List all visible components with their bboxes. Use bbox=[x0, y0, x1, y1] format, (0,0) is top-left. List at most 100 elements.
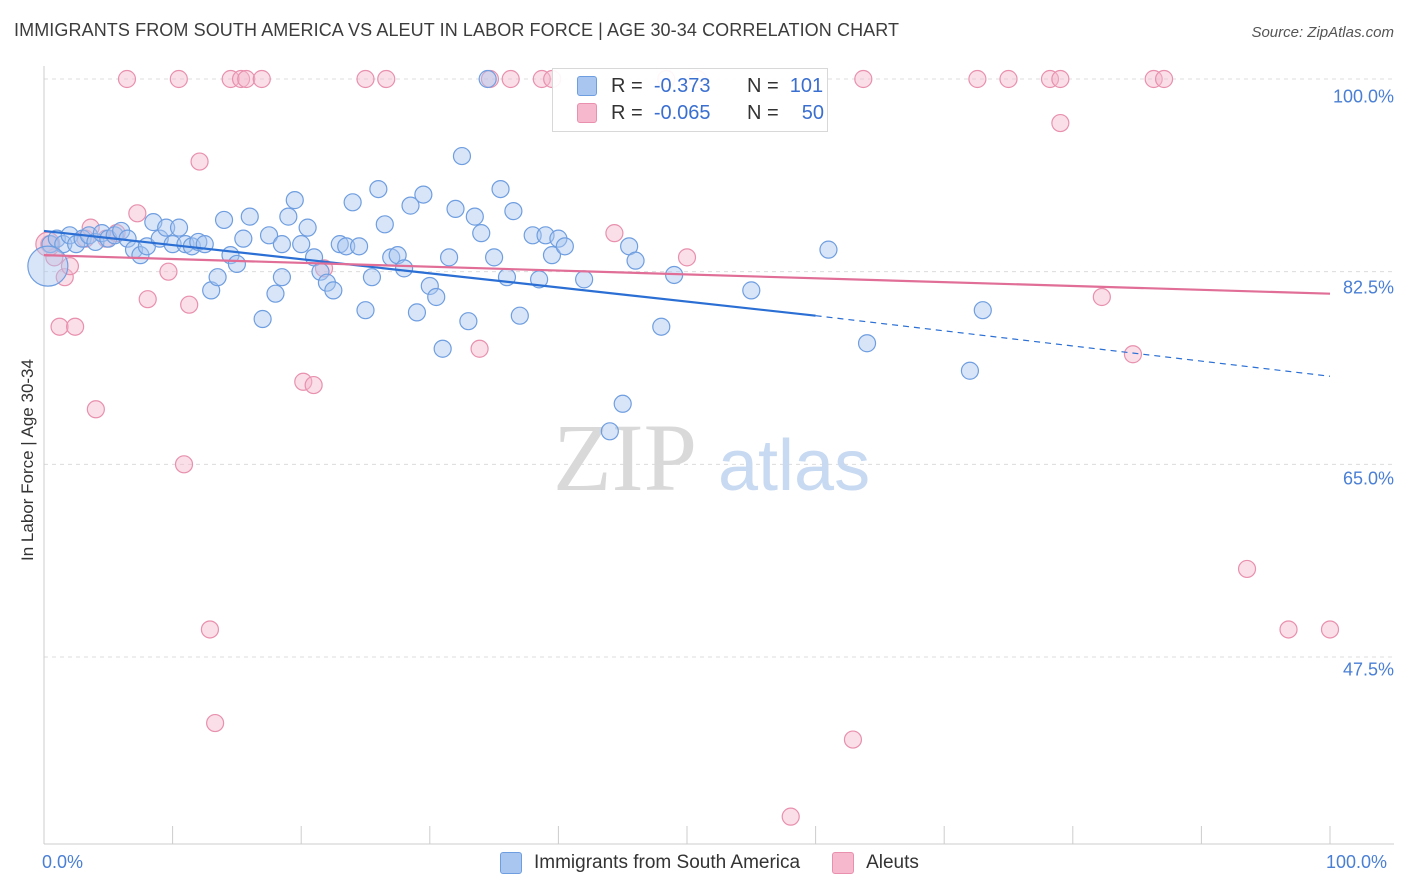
y-tick-label: 100.0% bbox=[1332, 86, 1394, 107]
aleut-point bbox=[1237, 559, 1257, 579]
watermark: ZIP atlas bbox=[553, 404, 870, 511]
legend-swatch-pink bbox=[577, 103, 597, 123]
immigrant-point bbox=[742, 281, 761, 300]
immigrant-point bbox=[652, 317, 671, 336]
immigrant-point bbox=[485, 248, 504, 267]
immigrant-point bbox=[253, 309, 272, 329]
immigrant-point bbox=[626, 251, 645, 270]
legend-row-immigrants: R = -0.373 N = 101 bbox=[577, 73, 823, 99]
immigrant-point bbox=[356, 301, 375, 320]
aleut-point bbox=[190, 152, 209, 171]
series-swatch-blue bbox=[500, 852, 522, 874]
aleut-point bbox=[86, 400, 105, 419]
x-tick-label: 0.0% bbox=[42, 852, 84, 872]
legend-swatch-blue bbox=[577, 76, 597, 96]
aleut-point bbox=[843, 730, 863, 749]
y-tick-label: 82.5% bbox=[1342, 277, 1394, 298]
immigrant-point bbox=[465, 207, 484, 226]
immigrant-point bbox=[414, 185, 433, 204]
immigrant-point bbox=[157, 218, 176, 237]
immigrant-point bbox=[285, 191, 304, 210]
aleut-point bbox=[174, 455, 194, 474]
aleut-point bbox=[252, 69, 271, 89]
series-label: Immigrants from South America bbox=[534, 852, 801, 873]
aleut-point bbox=[237, 69, 256, 89]
immigrant-points bbox=[27, 69, 992, 441]
immigrant-point bbox=[259, 226, 279, 245]
legend-n-label: N = bbox=[746, 74, 779, 97]
immigrant-trend-line bbox=[43, 229, 816, 317]
aleut-point bbox=[66, 317, 85, 336]
immigrant-point bbox=[394, 259, 414, 278]
immigrant-point bbox=[214, 210, 234, 230]
x-tick-label: 100.0% bbox=[1326, 852, 1388, 872]
immigrant-point bbox=[542, 246, 562, 265]
aleut-point bbox=[605, 224, 624, 243]
immigrant-point bbox=[279, 207, 298, 226]
aleut-point bbox=[50, 317, 69, 336]
correlation-legend: R = -0.373 N = 101 R = -0.065 N = 50 bbox=[552, 68, 828, 132]
y-axis-label: In Labor Force | Age 30-34 bbox=[18, 359, 37, 561]
immigrant-point bbox=[272, 268, 292, 287]
aleut-point bbox=[231, 69, 251, 89]
immigrant-point bbox=[292, 235, 311, 254]
axes bbox=[43, 66, 1394, 845]
immigrant-point bbox=[343, 193, 362, 212]
y-tick-label: 47.5% bbox=[1342, 659, 1394, 680]
aleut-point bbox=[1279, 620, 1298, 639]
immigrant-point bbox=[272, 235, 292, 254]
series-legend: Immigrants from South America Aleuts bbox=[500, 852, 951, 874]
aleut-point bbox=[159, 262, 178, 281]
immigrant-point bbox=[169, 218, 189, 237]
aleut-point bbox=[117, 69, 137, 89]
aleut-trend-line bbox=[43, 254, 1331, 295]
aleut-point bbox=[470, 339, 489, 358]
immigrant-point bbox=[337, 237, 356, 256]
immigrant-point bbox=[973, 301, 992, 320]
aleut-point bbox=[206, 713, 225, 733]
immigrant-point bbox=[240, 207, 259, 226]
aleut-point bbox=[1320, 620, 1340, 639]
series-label: Aleuts bbox=[866, 852, 919, 873]
aleut-point bbox=[1092, 287, 1111, 307]
aleut-point bbox=[854, 69, 873, 89]
source-label: Source: ZipAtlas.com bbox=[1251, 24, 1394, 41]
immigrant-point bbox=[575, 270, 594, 289]
aleut-point bbox=[968, 69, 987, 89]
aleut-point bbox=[1154, 69, 1174, 89]
aleut-point bbox=[377, 69, 396, 89]
trend-lines bbox=[43, 229, 1331, 377]
immigrant-point bbox=[227, 254, 246, 274]
immigrant-point bbox=[446, 199, 465, 219]
immigrant-point bbox=[324, 281, 343, 300]
aleut-point bbox=[356, 69, 375, 89]
aleut-point bbox=[532, 69, 551, 89]
immigrant-point bbox=[420, 276, 439, 296]
immigrant-point bbox=[510, 306, 529, 325]
aleut-point bbox=[1144, 69, 1163, 89]
immigrant-point bbox=[613, 394, 632, 413]
immigrant-point bbox=[234, 229, 253, 248]
immigrant-point bbox=[407, 303, 427, 322]
series-swatch-pink bbox=[832, 852, 855, 874]
series-legend-immigrants: Immigrants from South America bbox=[500, 852, 800, 874]
immigrant-point bbox=[266, 284, 285, 303]
legend-r-label: R = bbox=[611, 101, 643, 124]
aleut-point bbox=[200, 620, 220, 639]
watermark-zip: ZIP bbox=[553, 404, 697, 511]
aleut-point bbox=[781, 807, 800, 826]
immigrant-point bbox=[208, 268, 227, 287]
legend-row-aleuts: R = -0.065 N = 50 bbox=[577, 100, 824, 126]
immigrant-point bbox=[369, 179, 388, 199]
legend-n-value: 50 bbox=[801, 101, 824, 124]
immigrant-point bbox=[523, 226, 542, 245]
immigrant-point bbox=[427, 287, 446, 307]
immigrant-point bbox=[452, 146, 472, 166]
immigrant-point bbox=[857, 334, 877, 353]
aleut-point bbox=[169, 69, 188, 89]
immigrant-point bbox=[491, 179, 510, 199]
immigrant-point bbox=[472, 224, 491, 243]
immigrant-point bbox=[362, 268, 382, 287]
immigrant-point bbox=[504, 202, 523, 221]
chart-title: IMMIGRANTS FROM SOUTH AMERICA VS ALEUT I… bbox=[14, 20, 900, 40]
